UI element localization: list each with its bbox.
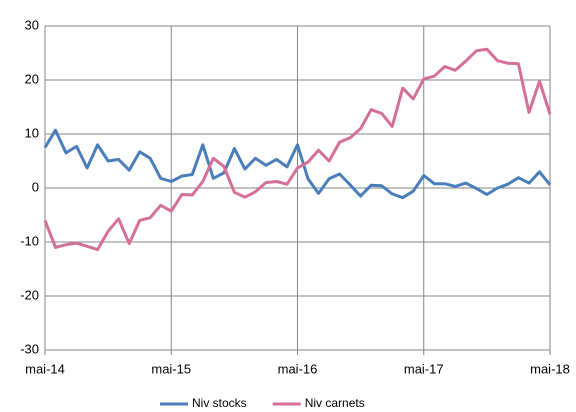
x-tick-label: mai-17 (404, 361, 444, 376)
y-tick-label: 10 (25, 125, 39, 140)
x-tick-label: mai-14 (25, 361, 65, 376)
legend-label: Niv stocks (192, 396, 247, 410)
y-tick-label: 20 (25, 71, 39, 86)
y-tick-label: 0 (32, 179, 39, 194)
x-tick-label: mai-18 (530, 361, 570, 376)
x-tick-label: mai-15 (151, 361, 191, 376)
y-tick-label: 30 (25, 17, 39, 32)
line-series (43, 128, 552, 200)
y-tick-label: -30 (20, 341, 39, 356)
line-series (43, 47, 552, 252)
legend-label: Niv carnets (305, 396, 365, 410)
x-tick-label: mai-16 (278, 361, 318, 376)
y-tick-label: -10 (20, 233, 39, 248)
y-tick-label: -20 (20, 287, 39, 302)
